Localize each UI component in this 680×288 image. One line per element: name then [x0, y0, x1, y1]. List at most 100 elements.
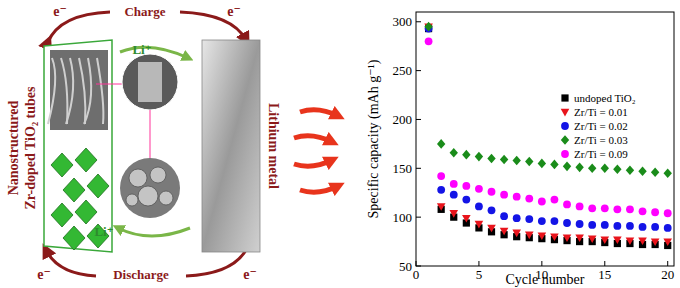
x-tick	[667, 261, 668, 266]
data-point	[525, 157, 533, 167]
data-point	[525, 215, 533, 223]
x-tick-label: 15	[598, 267, 611, 282]
zoom-image	[120, 158, 180, 218]
octahedron	[51, 153, 73, 177]
particle	[150, 167, 166, 183]
data-point	[563, 162, 571, 172]
anode-label: Nanostructured	[6, 100, 21, 195]
series	[425, 25, 671, 249]
data-point	[551, 217, 559, 225]
data-point	[525, 195, 533, 203]
particle	[159, 191, 173, 205]
data-point	[550, 233, 559, 241]
data-point	[638, 166, 646, 176]
data-point	[425, 37, 433, 45]
data-point	[550, 160, 558, 170]
zoom-image	[122, 54, 178, 110]
data-point	[450, 148, 458, 158]
data-point	[437, 139, 445, 149]
electron-label: e⁻	[53, 4, 67, 19]
legend-label: Zr/Ti = 0.03	[574, 134, 628, 146]
y-tick-label: 100	[393, 210, 413, 225]
tube	[66, 58, 73, 124]
series	[425, 37, 672, 217]
y-axis-label: Specific capacity (mAh g⁻¹)	[366, 59, 382, 218]
data-point	[626, 165, 634, 175]
data-point	[437, 172, 445, 180]
tube	[79, 58, 85, 124]
data-point	[626, 222, 634, 230]
data-point	[575, 163, 583, 173]
data-point	[512, 230, 521, 238]
data-point	[538, 217, 546, 225]
y-tick	[416, 119, 421, 120]
y-tick	[416, 266, 421, 267]
data-point	[513, 214, 521, 222]
y-tick-label: 200	[393, 112, 413, 127]
data-point	[462, 196, 470, 204]
data-point	[576, 203, 584, 211]
data-point	[663, 238, 672, 246]
data-point	[475, 185, 483, 193]
particle	[126, 194, 138, 206]
x-tick	[416, 261, 417, 266]
data-point	[576, 220, 584, 228]
data-point	[563, 219, 571, 227]
y-tick-label: 150	[393, 161, 413, 176]
legend-label: Zr/Ti = 0.09	[574, 148, 628, 160]
y-tick	[416, 70, 421, 71]
tube	[84, 58, 91, 124]
legend-label: undoped TiO₂	[574, 92, 636, 104]
legend-swatch	[561, 109, 570, 117]
data-point	[626, 237, 635, 245]
data-point	[613, 222, 621, 230]
sem-image	[50, 50, 108, 130]
y-tick	[416, 217, 421, 218]
data-point	[525, 232, 534, 240]
octahedron	[87, 174, 109, 198]
data-point	[613, 205, 621, 213]
lithium-slab	[202, 40, 260, 252]
data-point	[488, 206, 496, 214]
data-point	[651, 223, 659, 231]
legend-label: Zr/Ti = 0.02	[574, 120, 628, 132]
y-tick	[416, 168, 421, 169]
electron-label: e⁻	[227, 4, 241, 19]
data-point	[424, 22, 432, 32]
data-point	[500, 228, 509, 236]
data-point	[639, 207, 647, 215]
zoom-line	[150, 110, 151, 160]
transition-arrow	[300, 186, 338, 192]
discharge-arrow	[186, 250, 246, 276]
y-tick-label: 300	[393, 14, 413, 29]
anode-panel	[44, 40, 112, 252]
tube-detail	[138, 62, 162, 102]
electron-label: e⁻	[243, 267, 257, 282]
data-point	[462, 215, 471, 223]
data-point	[563, 234, 572, 242]
tube	[61, 58, 67, 124]
x-tick	[604, 261, 605, 266]
li-label: Li⁺	[132, 42, 151, 57]
data-point	[664, 209, 672, 217]
data-point	[475, 203, 483, 211]
data-point	[538, 233, 547, 241]
data-point	[500, 155, 508, 165]
series	[424, 22, 672, 178]
data-point	[475, 221, 484, 229]
data-point	[450, 191, 458, 199]
data-point	[512, 156, 520, 166]
data-point	[450, 180, 458, 188]
data-point	[588, 164, 596, 174]
li-arrow	[120, 47, 188, 58]
data-point	[538, 198, 546, 206]
data-point	[462, 182, 470, 190]
transition-arrow	[300, 110, 338, 116]
discharge-arrow	[46, 250, 96, 276]
data-point	[638, 237, 647, 245]
octahedron	[75, 200, 97, 224]
li-label: Li⁺	[94, 224, 113, 239]
data-point	[601, 221, 609, 229]
data-point	[462, 150, 470, 160]
legend-label: Zr/Ti = 0.01	[574, 106, 628, 118]
